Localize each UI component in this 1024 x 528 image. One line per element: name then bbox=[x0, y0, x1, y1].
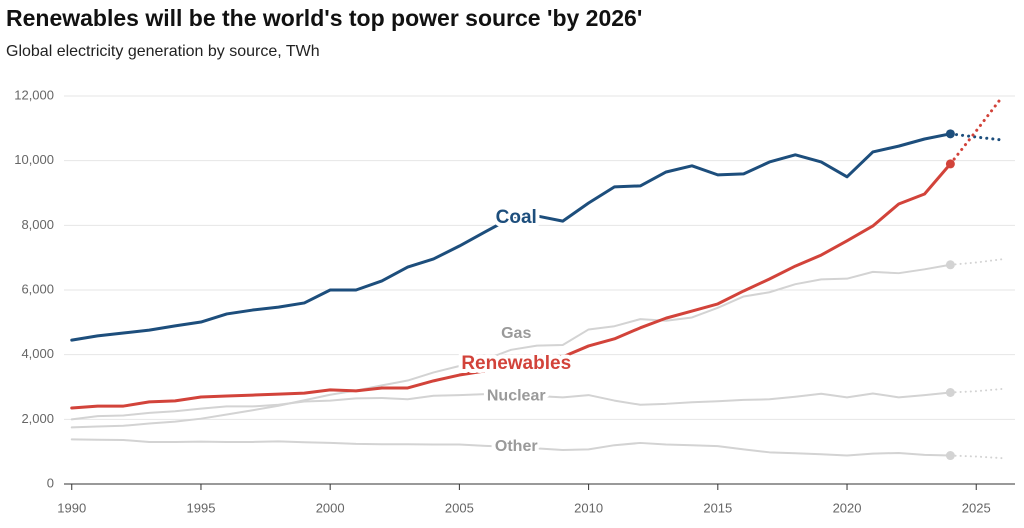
projection-line bbox=[949, 454, 1004, 460]
y-tick-label: 2,000 bbox=[21, 411, 54, 426]
x-tick-label: 2015 bbox=[703, 500, 732, 515]
x-tick-label: 2010 bbox=[574, 500, 603, 515]
y-tick-label: 12,000 bbox=[14, 87, 54, 102]
projection-line bbox=[948, 95, 1004, 166]
x-tick-label: 1990 bbox=[57, 500, 86, 515]
y-tick-label: 0 bbox=[47, 475, 54, 490]
series-line bbox=[70, 263, 952, 429]
series-line bbox=[70, 438, 952, 457]
x-tick-label: 2025 bbox=[962, 500, 991, 515]
projection-line bbox=[949, 387, 1004, 394]
marker-dot bbox=[945, 129, 955, 139]
x-tick-label: 1995 bbox=[187, 500, 216, 515]
marker-dot bbox=[945, 260, 955, 270]
series-label: Other bbox=[495, 438, 538, 455]
marker-dot bbox=[945, 387, 955, 397]
projection-line bbox=[949, 258, 1004, 266]
series-line bbox=[70, 132, 952, 342]
series-line bbox=[70, 162, 952, 410]
series-label: Renewables bbox=[461, 353, 571, 374]
projection-line bbox=[948, 132, 1004, 142]
marker-dot bbox=[945, 451, 955, 461]
chart-subtitle: Global electricity generation by source,… bbox=[6, 43, 320, 60]
y-tick-label: 10,000 bbox=[14, 152, 54, 167]
x-tick-label: 2020 bbox=[833, 500, 862, 515]
x-tick-label: 2000 bbox=[316, 500, 345, 515]
marker-dot bbox=[945, 159, 955, 169]
y-tick-label: 4,000 bbox=[21, 346, 54, 361]
chart-title: Renewables will be the world's top power… bbox=[6, 5, 642, 31]
series-line bbox=[70, 391, 952, 421]
x-tick-label: 2005 bbox=[445, 500, 474, 515]
series-label: Gas bbox=[501, 325, 531, 342]
series-label: Coal bbox=[496, 207, 537, 228]
y-tick-label: 8,000 bbox=[21, 217, 54, 232]
series-label: Nuclear bbox=[487, 387, 546, 404]
y-tick-label: 6,000 bbox=[21, 281, 54, 296]
